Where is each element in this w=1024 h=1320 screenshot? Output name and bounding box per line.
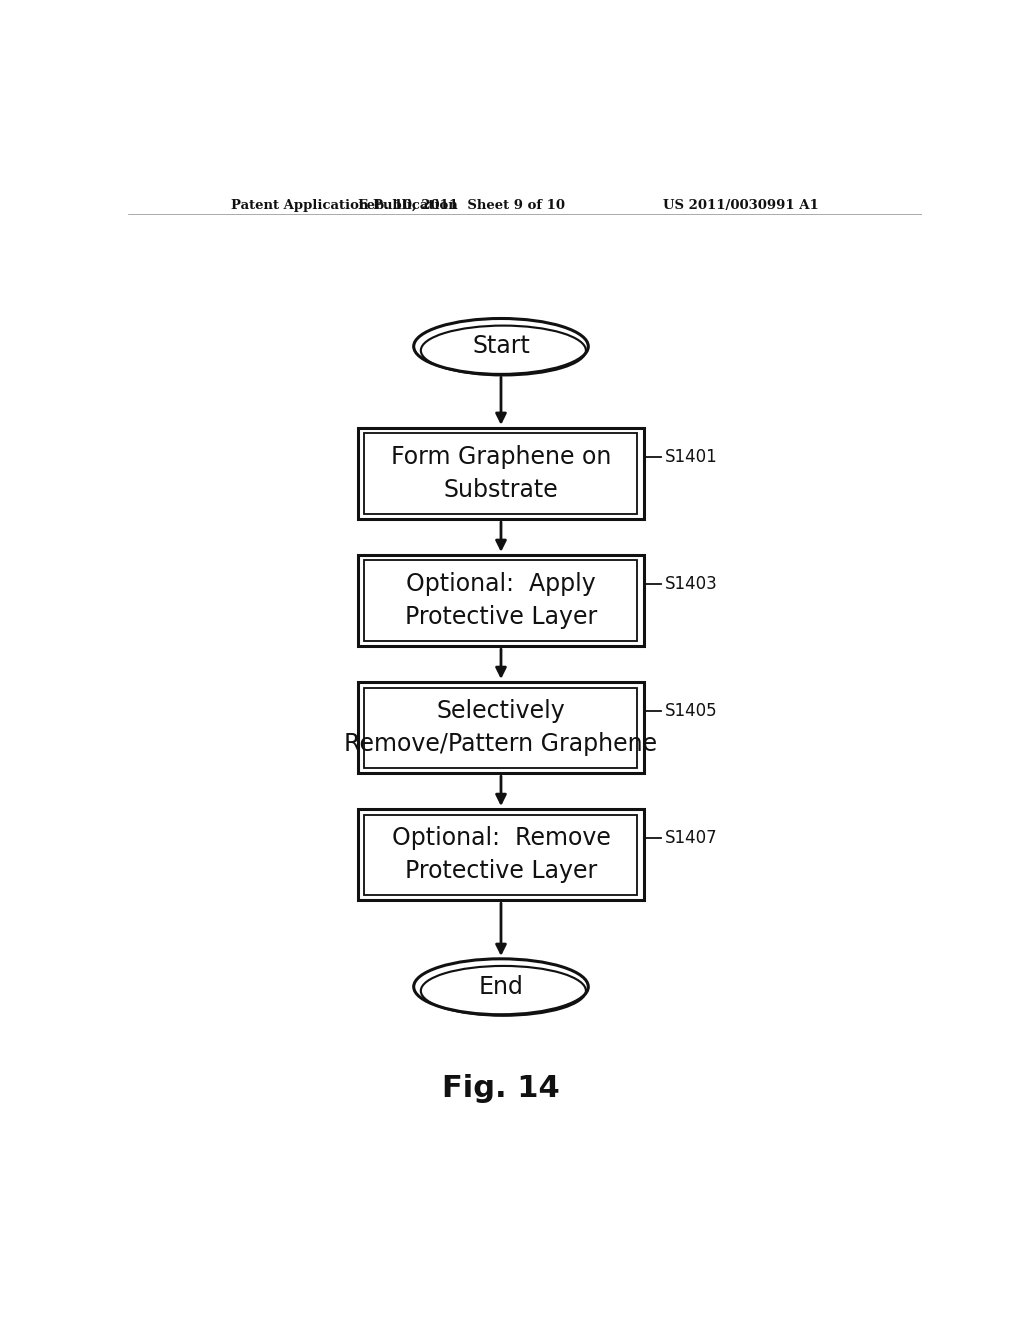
Text: S1403: S1403 [666,576,718,593]
Text: S1407: S1407 [666,829,718,847]
Text: Patent Application Publication: Patent Application Publication [231,198,458,211]
Ellipse shape [414,318,588,375]
FancyBboxPatch shape [358,682,644,774]
Text: US 2011/0030991 A1: US 2011/0030991 A1 [663,198,818,211]
Text: Form Graphene on
Substrate: Form Graphene on Substrate [391,445,611,502]
Text: Selectively
Remove/Pattern Graphene: Selectively Remove/Pattern Graphene [344,698,657,756]
Text: Fig. 14: Fig. 14 [442,1074,560,1104]
FancyBboxPatch shape [358,554,644,647]
Text: S1405: S1405 [666,702,718,721]
Ellipse shape [414,958,588,1015]
Text: S1401: S1401 [666,447,718,466]
FancyBboxPatch shape [358,428,644,519]
Text: Optional:  Remove
Protective Layer: Optional: Remove Protective Layer [391,826,610,883]
FancyBboxPatch shape [358,809,644,900]
Text: Start: Start [472,334,530,359]
Text: Optional:  Apply
Protective Layer: Optional: Apply Protective Layer [404,572,597,630]
Text: Feb. 10, 2011  Sheet 9 of 10: Feb. 10, 2011 Sheet 9 of 10 [357,198,565,211]
Text: End: End [478,974,523,999]
